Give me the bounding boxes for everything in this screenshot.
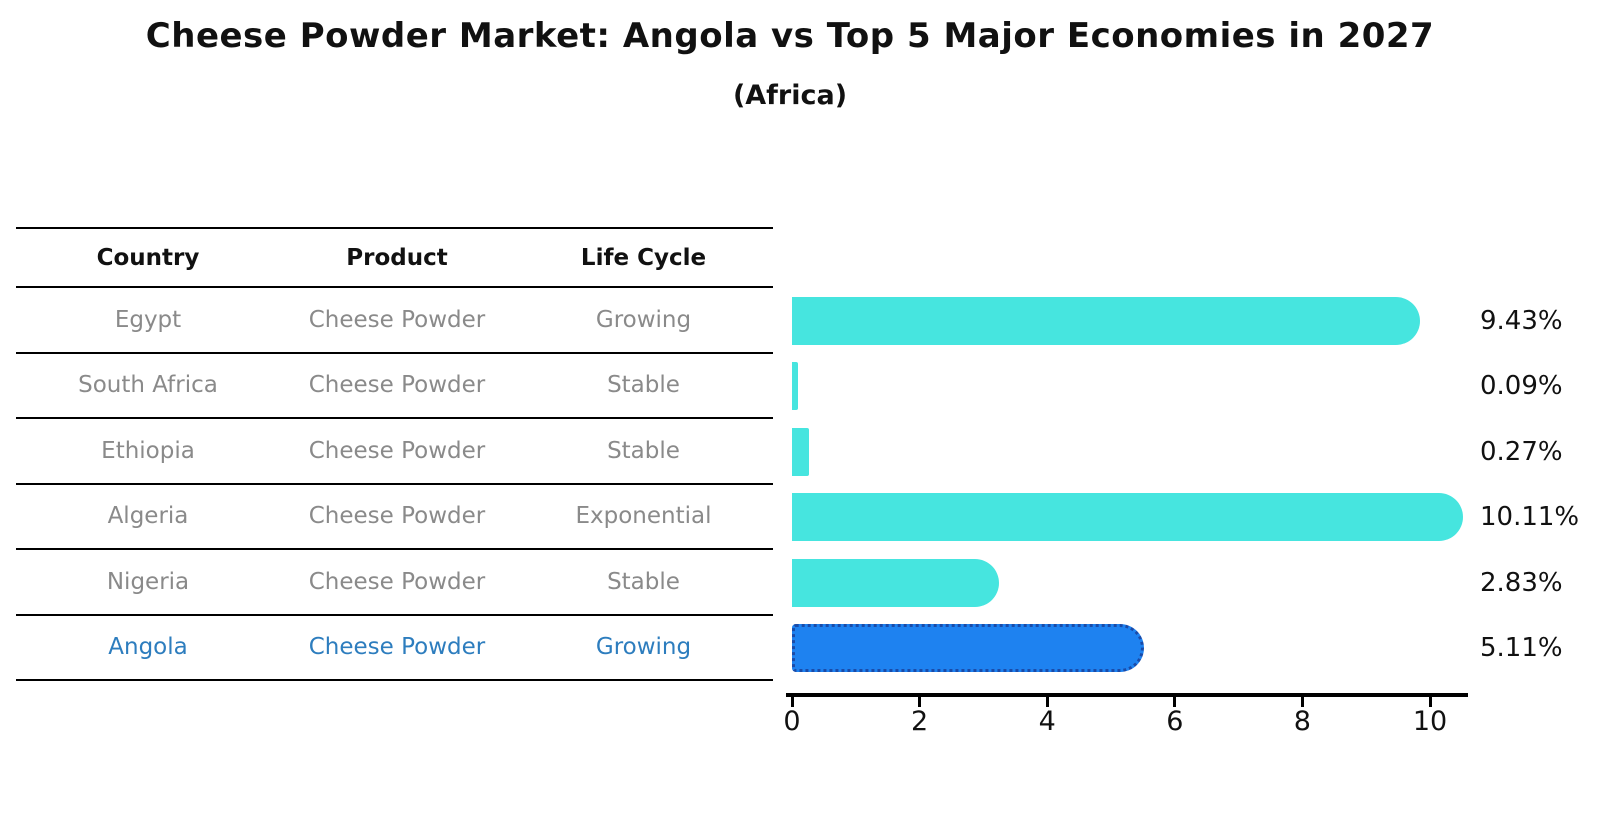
cell-life-cycle: Stable (607, 372, 680, 399)
table-row-egypt: Egypt Cheese Powder Growing (16, 288, 773, 354)
cell-product: Cheese Powder (308, 372, 486, 399)
cell-product: Cheese Powder (308, 306, 486, 333)
x-tick (1045, 693, 1049, 707)
table-row-ethiopia: Ethiopia Cheese Powder Stable (16, 419, 773, 485)
cell-country: Angola (108, 634, 188, 661)
x-tick (1173, 693, 1177, 707)
x-tick (1300, 693, 1304, 707)
x-axis-line (786, 693, 1468, 697)
bar-algeria (792, 493, 1464, 542)
bar-value-label: 10.11% (1480, 502, 1580, 533)
cell-product: Cheese Powder (308, 503, 486, 530)
x-tick (1428, 693, 1432, 707)
cell-life-cycle: Growing (595, 306, 692, 333)
bar-value-label: 2.83% (1480, 567, 1563, 598)
bar-value-label: 0.09% (1480, 371, 1563, 402)
table-header-country: Country (96, 244, 200, 271)
cell-country: Ethiopia (101, 437, 195, 464)
bar-value-label: 0.27% (1480, 436, 1563, 467)
x-tick-label: 4 (1038, 706, 1056, 737)
chart-subtitle: (Africa) (732, 80, 848, 111)
bar-angola (792, 624, 1145, 673)
cell-product: Cheese Powder (308, 634, 486, 661)
x-tick-label: 0 (783, 706, 801, 737)
table-row-angola: Angola Cheese Powder Growing (16, 616, 773, 681)
x-tick-label: 10 (1412, 706, 1448, 737)
bar-ethiopia (792, 427, 810, 476)
bar-value-label: 5.11% (1480, 633, 1563, 664)
chart-title: Cheese Powder Market: Angola vs Top 5 Ma… (145, 16, 1435, 56)
cell-country: Algeria (107, 503, 189, 530)
table-body: Egypt Cheese Powder Growing South Africa Che… (16, 288, 773, 681)
table-header-row: Country Product Life Cycle (16, 227, 773, 288)
table-row-nigeria: Nigeria Cheese Powder Stable (16, 550, 773, 616)
cell-life-cycle: Stable (607, 568, 680, 595)
x-tick-label: 8 (1293, 706, 1311, 737)
cell-country: Egypt (114, 306, 182, 333)
x-tick (790, 693, 794, 707)
x-tick (918, 693, 922, 707)
cell-product: Cheese Powder (308, 568, 486, 595)
cell-life-cycle: Exponential (575, 503, 712, 530)
x-tick-label: 2 (911, 706, 929, 737)
table-header-product: Product (346, 244, 448, 271)
cell-life-cycle: Stable (607, 437, 680, 464)
bar-south-africa (792, 362, 798, 411)
table-header-life-cycle: Life Cycle (580, 244, 707, 271)
bar-nigeria (792, 558, 999, 607)
cell-country: Nigeria (106, 568, 190, 595)
bar-value-label: 9.43% (1480, 305, 1563, 336)
table-row-algeria: Algeria Cheese Powder Exponential (16, 485, 773, 550)
cell-life-cycle: Growing (595, 634, 692, 661)
cell-product: Cheese Powder (308, 437, 486, 464)
bar-egypt (792, 296, 1420, 345)
cell-country: South Africa (78, 372, 218, 399)
country-table: Country Product Life Cycle Egypt Cheese P… (16, 227, 773, 681)
x-tick-label: 6 (1166, 706, 1184, 737)
table-row-south-africa: South Africa Cheese Powder Stable (16, 354, 773, 419)
